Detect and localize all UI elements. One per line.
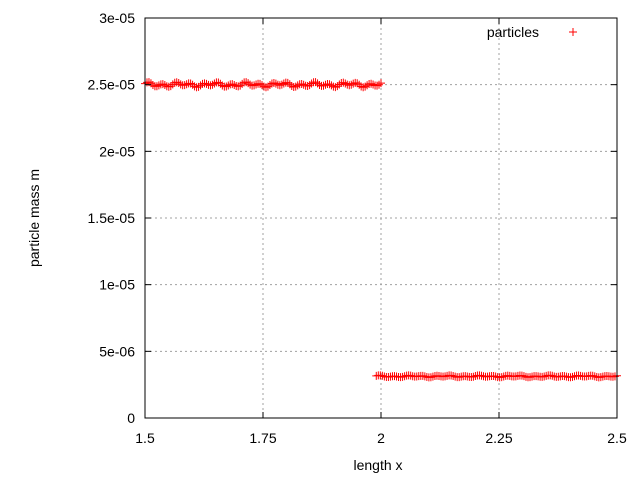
data-point [526,373,535,382]
data-point [238,79,247,88]
data-point [540,372,549,381]
data-point [297,80,306,89]
data-point [287,82,296,91]
data-point [477,371,486,380]
data-point [206,81,215,90]
data-point [202,79,211,88]
data-point [283,78,292,87]
data-point [406,371,415,380]
y-tick-label: 2e-05 [99,143,135,159]
x-tick-labels: 1.5 1.75 2 2.25 2.5 [135,430,627,446]
data-point [377,79,385,88]
data-point [426,373,435,382]
data-point [363,81,372,90]
y-tick-label: 1e-05 [99,277,135,293]
data-point [568,372,577,381]
data-point [335,80,344,89]
data-point [367,79,376,88]
x-tick-label: 1.5 [135,430,155,446]
data-point [418,371,427,380]
data-point [447,371,456,380]
axis-ticks [144,17,618,419]
data-point [339,78,348,87]
y-axis-label: particle mass m [26,169,42,267]
data-point [588,371,597,380]
data-point [610,372,619,381]
data-point [252,80,261,89]
data-point [200,79,209,88]
data-point [277,80,286,89]
data-point [168,80,177,89]
data-point [359,83,368,92]
y-tick-label: 3e-05 [99,10,135,26]
data-point [196,81,205,90]
data-point [166,82,175,91]
data-point [499,372,508,381]
data-point [180,81,189,90]
data-point [519,372,528,381]
data-point [491,372,500,381]
legend: particles [487,24,577,40]
data-point [321,80,330,89]
data-point [347,80,356,89]
data-point [449,371,458,380]
data-point [224,81,233,90]
legend-marker-symbol [569,28,577,36]
y-tick-label: 1.5e-05 [88,210,136,226]
data-point [269,78,278,87]
data-point [469,372,478,381]
data-point [341,79,350,88]
data-point [258,81,267,90]
data-point [222,82,231,91]
data-point [497,373,506,382]
data-point [293,81,302,90]
data-point [441,372,450,381]
data-point [228,80,237,89]
data-point [250,81,259,90]
data-point [345,81,354,90]
data-point [174,79,183,88]
data-point [152,82,161,91]
data-point [160,81,169,90]
data-point [172,78,181,87]
data-point [158,80,167,89]
data-point [275,81,284,90]
x-axis-label: length x [353,457,402,473]
data-point [548,371,557,380]
legend-marker [569,28,577,36]
y-tick-labels: 0 5e-06 1e-05 1.5e-05 2e-05 2.5e-05 3e-05 [88,10,136,426]
grid [145,18,617,418]
data-point [319,81,328,90]
y-tick-label: 0 [127,410,135,426]
data-point [271,79,280,88]
y-tick-label: 2.5e-05 [88,77,136,93]
data-point [420,372,429,381]
data-point [398,372,407,381]
data-point [378,371,387,380]
data-point [327,81,336,90]
data-point [400,372,409,381]
x-tick-label: 2 [377,430,385,446]
data-point [428,372,437,381]
data-points [141,78,621,382]
data-point [517,371,526,380]
data-point [590,372,599,381]
x-tick-label: 2.5 [607,430,627,446]
data-point [279,79,288,88]
data-point [230,80,239,89]
y-tick-label: 5e-06 [99,343,135,359]
data-point [375,80,384,89]
data-point [265,80,274,89]
data-point [333,82,342,91]
x-tick-label: 1.75 [249,430,276,446]
data-point [182,80,191,89]
data-point [596,373,605,382]
legend-label: particles [487,24,539,40]
x-tick-label: 2.25 [485,430,512,446]
